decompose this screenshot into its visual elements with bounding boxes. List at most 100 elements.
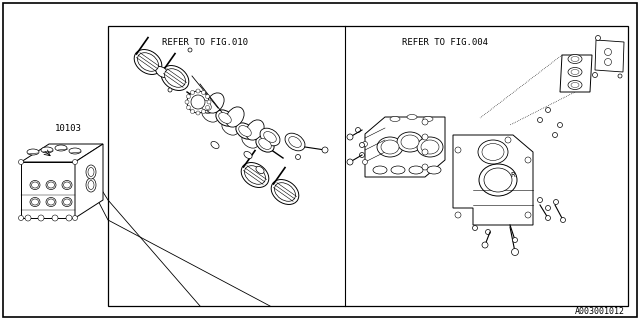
Circle shape — [557, 123, 563, 127]
Ellipse shape — [88, 167, 94, 177]
Circle shape — [472, 226, 477, 230]
Ellipse shape — [219, 113, 231, 124]
Ellipse shape — [31, 182, 38, 188]
Ellipse shape — [138, 53, 159, 71]
Circle shape — [554, 199, 559, 204]
Circle shape — [202, 91, 205, 94]
Ellipse shape — [47, 199, 54, 205]
Circle shape — [545, 215, 550, 220]
Ellipse shape — [30, 180, 40, 189]
Circle shape — [72, 159, 77, 164]
Circle shape — [186, 94, 191, 99]
Ellipse shape — [407, 115, 417, 119]
Ellipse shape — [156, 67, 168, 77]
Ellipse shape — [69, 148, 81, 154]
Circle shape — [525, 212, 531, 218]
Ellipse shape — [244, 151, 252, 159]
Ellipse shape — [421, 140, 439, 154]
Circle shape — [19, 159, 24, 164]
Polygon shape — [365, 117, 445, 177]
Ellipse shape — [63, 199, 70, 205]
Ellipse shape — [285, 133, 305, 151]
Circle shape — [605, 59, 611, 66]
Ellipse shape — [202, 108, 218, 122]
Text: R: R — [511, 172, 515, 178]
Ellipse shape — [47, 182, 54, 188]
Circle shape — [322, 147, 328, 153]
Ellipse shape — [239, 125, 252, 136]
Ellipse shape — [401, 135, 419, 149]
Circle shape — [360, 142, 365, 148]
Circle shape — [25, 215, 31, 221]
Ellipse shape — [62, 197, 72, 206]
Circle shape — [347, 159, 353, 165]
Circle shape — [511, 249, 518, 255]
Circle shape — [455, 147, 461, 153]
Circle shape — [618, 74, 622, 78]
Ellipse shape — [41, 147, 53, 153]
Circle shape — [185, 100, 189, 104]
Ellipse shape — [30, 197, 40, 206]
Ellipse shape — [417, 137, 443, 157]
Ellipse shape — [222, 121, 238, 135]
Circle shape — [362, 141, 367, 147]
Circle shape — [168, 88, 172, 92]
Circle shape — [202, 109, 205, 114]
Ellipse shape — [46, 197, 56, 206]
Ellipse shape — [390, 116, 400, 122]
Ellipse shape — [571, 57, 579, 61]
Ellipse shape — [479, 164, 517, 196]
Ellipse shape — [568, 81, 582, 90]
Ellipse shape — [373, 166, 387, 174]
Text: 10103: 10103 — [54, 124, 81, 132]
Polygon shape — [21, 144, 103, 162]
Ellipse shape — [62, 180, 72, 189]
Circle shape — [482, 242, 488, 248]
Text: A003001012: A003001012 — [575, 307, 625, 316]
Ellipse shape — [27, 149, 39, 155]
Circle shape — [205, 106, 209, 109]
Ellipse shape — [568, 54, 582, 63]
Ellipse shape — [423, 116, 433, 122]
Ellipse shape — [187, 91, 209, 113]
Ellipse shape — [271, 180, 299, 204]
Circle shape — [605, 49, 611, 55]
Ellipse shape — [427, 166, 441, 174]
Circle shape — [296, 155, 301, 159]
Circle shape — [191, 109, 195, 114]
Ellipse shape — [164, 69, 186, 87]
Circle shape — [347, 134, 353, 140]
Circle shape — [552, 132, 557, 138]
Circle shape — [593, 73, 598, 77]
Ellipse shape — [571, 69, 579, 75]
Ellipse shape — [482, 143, 504, 161]
Ellipse shape — [391, 166, 405, 174]
Ellipse shape — [88, 180, 94, 189]
Ellipse shape — [256, 166, 264, 173]
Circle shape — [545, 108, 550, 113]
Ellipse shape — [377, 137, 403, 157]
Circle shape — [595, 36, 600, 41]
Ellipse shape — [86, 178, 96, 192]
Ellipse shape — [196, 97, 214, 113]
Ellipse shape — [409, 166, 423, 174]
Circle shape — [19, 215, 24, 220]
Text: REFER TO FIG.010: REFER TO FIG.010 — [162, 37, 248, 46]
Circle shape — [422, 164, 428, 170]
Ellipse shape — [198, 100, 211, 110]
Polygon shape — [560, 55, 592, 92]
Ellipse shape — [246, 120, 264, 140]
Circle shape — [422, 134, 428, 140]
Circle shape — [422, 149, 428, 155]
Ellipse shape — [226, 107, 244, 127]
Circle shape — [360, 153, 365, 157]
Ellipse shape — [86, 165, 96, 179]
Circle shape — [486, 229, 490, 235]
Ellipse shape — [275, 183, 296, 201]
Ellipse shape — [134, 50, 162, 75]
Ellipse shape — [191, 95, 205, 109]
Ellipse shape — [256, 136, 274, 152]
Ellipse shape — [55, 145, 67, 151]
Circle shape — [188, 48, 192, 52]
Ellipse shape — [568, 68, 582, 76]
